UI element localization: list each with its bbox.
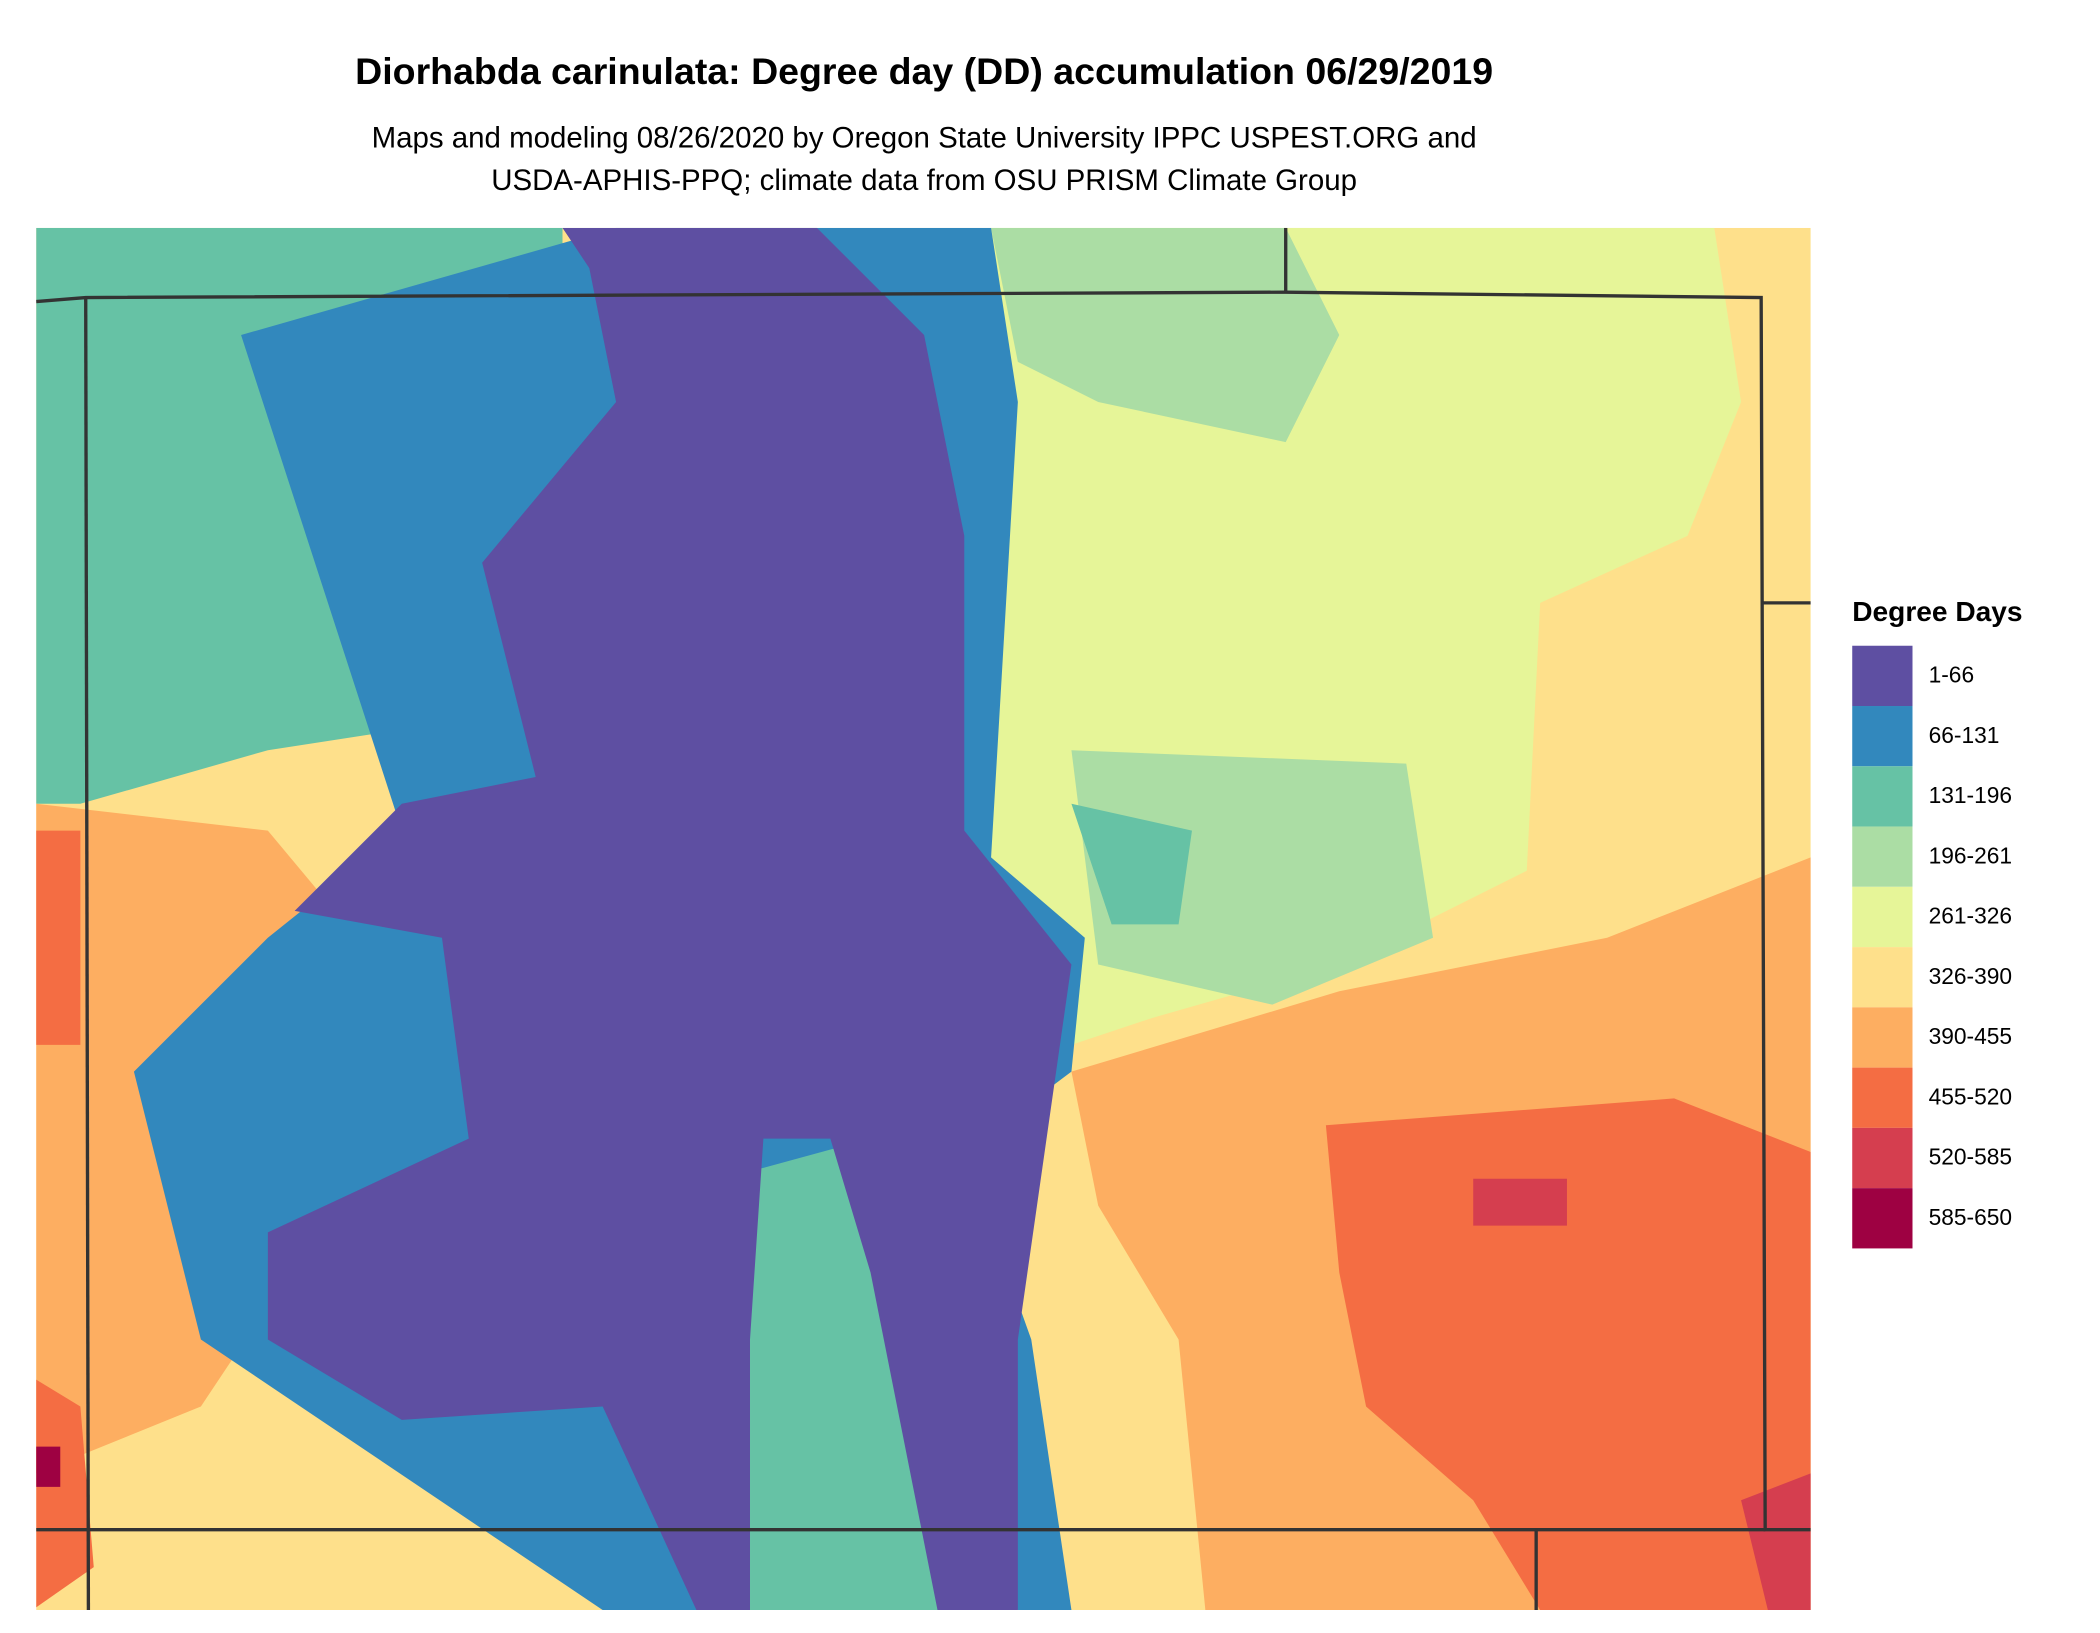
legend-label: 66-131 — [1929, 722, 2000, 748]
legend-label: 261-326 — [1929, 903, 2013, 929]
map-region — [267, 227, 1072, 1611]
legend-swatch — [1852, 1007, 1913, 1068]
legend-swatch — [1852, 826, 1913, 887]
title: Diorhabda carinulata: Degree day (DD) ac… — [355, 50, 1493, 92]
legend-label: 585-650 — [1929, 1204, 2013, 1230]
subtitle: Maps and modeling 08/26/2020 by Oregon S… — [372, 121, 1477, 154]
legend-swatch — [1852, 706, 1913, 767]
map-region — [1325, 1098, 1811, 1611]
legend-swatch — [1852, 1067, 1913, 1128]
legend-label: 326-390 — [1929, 963, 2013, 989]
map-region — [36, 830, 81, 1045]
legend-swatch — [1852, 947, 1913, 1008]
map-region — [1071, 803, 1192, 925]
legend: Degree Days 1-66 66-131 131-196 196-261 261-… — [1852, 596, 2023, 1249]
legend-label: 455-520 — [1929, 1083, 2013, 1109]
map-region — [1473, 1178, 1567, 1226]
legend-swatch — [1852, 1188, 1913, 1249]
legend-swatch — [1852, 1127, 1913, 1189]
legend-label: 131-196 — [1929, 782, 2013, 808]
legend-title: Degree Days — [1852, 596, 2022, 627]
legend-swatch — [1852, 766, 1913, 827]
map-region — [36, 1379, 94, 1608]
subtitle: USDA-APHIS-PPQ; climate data from OSU PR… — [491, 164, 1357, 197]
legend-swatch — [1852, 645, 1913, 707]
legend-label: 196-261 — [1929, 842, 2013, 868]
map-region — [1071, 750, 1434, 1005]
legend-label: 520-585 — [1929, 1144, 2013, 1170]
map-region — [991, 227, 1340, 443]
legend-label: 1-66 — [1929, 662, 1975, 688]
map-region — [36, 1446, 61, 1487]
map-raster — [36, 227, 1811, 1611]
legend-swatch — [1852, 886, 1913, 948]
legend-label: 390-455 — [1929, 1023, 2013, 1049]
map-region — [1741, 1473, 1811, 1611]
state-borders — [36, 227, 1811, 1611]
